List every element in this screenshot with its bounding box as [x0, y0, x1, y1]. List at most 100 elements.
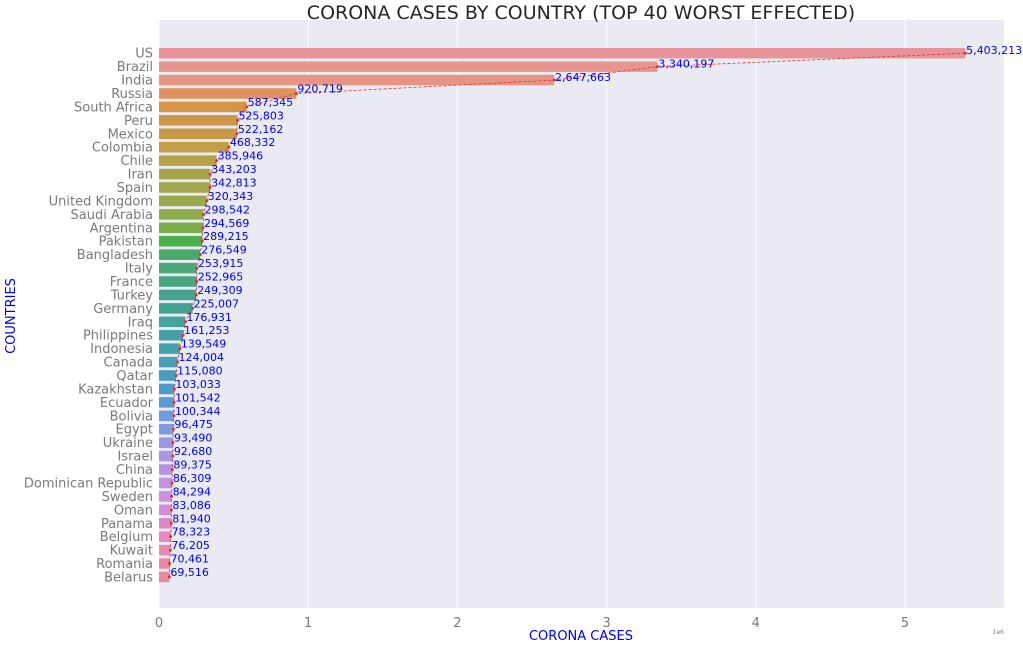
- category-label: Oman: [114, 503, 153, 518]
- trend-polyline: [168, 52, 966, 577]
- bar: [159, 410, 174, 422]
- data-label: 920,719: [297, 82, 343, 95]
- trend-point: [194, 293, 198, 297]
- x-tick-labels: 0 1 2 3 4 5: [155, 616, 909, 631]
- category-label: Canada: [104, 356, 153, 371]
- trend-point: [170, 481, 174, 485]
- trend-point: [215, 159, 219, 163]
- x-tick-label: 0: [155, 616, 163, 631]
- data-label: 103,033: [175, 378, 221, 391]
- data-label: 161,253: [184, 324, 230, 337]
- data-label: 276,549: [201, 244, 247, 257]
- bar: [159, 491, 172, 502]
- category-label: Chile: [120, 154, 153, 169]
- category-label: Kazakhstan: [78, 382, 153, 397]
- trend-point: [176, 360, 180, 364]
- data-label: 139,549: [181, 338, 227, 351]
- category-label: Brazil: [117, 60, 153, 75]
- bar: [159, 74, 555, 86]
- category-label: Peru: [124, 114, 153, 129]
- bar: [159, 88, 297, 99]
- category-label: United Kingdom: [49, 194, 153, 209]
- category-label: Dominican Republic: [24, 476, 153, 491]
- data-label: 96,475: [174, 418, 213, 431]
- category-label: Germany: [93, 302, 153, 317]
- trend-point: [198, 253, 202, 257]
- x-tick-label: 4: [752, 616, 760, 631]
- data-label: 525,803: [238, 109, 284, 122]
- x-tick-label: 1: [304, 616, 312, 631]
- bar: [159, 182, 211, 193]
- trend-point: [174, 374, 178, 378]
- data-label: 92,680: [174, 445, 213, 458]
- category-label: China: [116, 463, 153, 478]
- category-label: Panama: [101, 517, 153, 532]
- bar: [159, 504, 172, 516]
- bar: [159, 464, 173, 475]
- data-label: 342,813: [211, 177, 257, 190]
- data-label: 176,931: [186, 311, 232, 324]
- trend-point: [171, 454, 175, 458]
- trend-point: [181, 333, 185, 337]
- category-label: India: [121, 74, 153, 89]
- trend-point: [169, 535, 173, 539]
- data-label: 468,332: [230, 136, 275, 149]
- category-label: Philippines: [83, 329, 153, 344]
- trend-point: [170, 468, 174, 472]
- bar: [159, 356, 178, 368]
- data-label: 289,215: [203, 230, 249, 243]
- category-label: Pakistan: [99, 235, 153, 250]
- category-label: Iran: [128, 168, 153, 183]
- trend-point: [245, 105, 249, 109]
- data-label: 100,344: [175, 405, 221, 418]
- category-label: Sweden: [102, 490, 153, 505]
- trend-point: [202, 212, 206, 216]
- bar: [159, 437, 173, 448]
- category-label: Kuwait: [110, 544, 153, 559]
- bar: [159, 141, 229, 153]
- bar: [159, 397, 175, 408]
- trend-point: [167, 575, 171, 579]
- data-label: 69,516: [170, 566, 209, 579]
- data-label: 225,007: [194, 297, 240, 310]
- category-label: Ecuador: [100, 396, 154, 411]
- bar: [159, 518, 172, 529]
- data-label: 84,294: [173, 485, 212, 498]
- bar: [159, 115, 238, 126]
- data-label: 5,403,213: [966, 44, 1022, 57]
- data-label: 81,940: [172, 512, 211, 525]
- data-label: 3,340,197: [658, 58, 714, 71]
- trend-line: [167, 51, 967, 579]
- bar: [159, 235, 203, 247]
- trend-point: [168, 562, 172, 566]
- data-label: 320,343: [208, 190, 254, 203]
- data-label: 2,647,663: [555, 71, 611, 84]
- trend-point: [200, 239, 204, 243]
- bar: [159, 477, 172, 489]
- bar: [159, 423, 174, 435]
- bar: [159, 61, 658, 72]
- trend-point: [171, 441, 175, 445]
- trend-point: [172, 414, 176, 418]
- trend-point: [655, 65, 659, 69]
- bar: [159, 128, 237, 140]
- trend-point: [172, 387, 176, 391]
- trend-point: [235, 132, 239, 136]
- category-label: Colombia: [92, 141, 153, 156]
- bar: [159, 168, 211, 180]
- trend-point: [169, 521, 173, 525]
- trend-point: [208, 172, 212, 176]
- category-label: Spain: [117, 181, 153, 196]
- bar: [159, 47, 966, 59]
- data-label: 253,915: [198, 257, 244, 270]
- x-axis-label: CORONA CASES: [529, 629, 633, 644]
- data-label: 76,205: [171, 539, 210, 552]
- trend-point: [172, 400, 176, 404]
- bar: [159, 571, 170, 583]
- category-label: France: [110, 275, 153, 290]
- bar: [159, 262, 197, 274]
- trend-point: [201, 226, 205, 230]
- category-label: Bangladesh: [77, 248, 153, 263]
- bar: [159, 289, 197, 301]
